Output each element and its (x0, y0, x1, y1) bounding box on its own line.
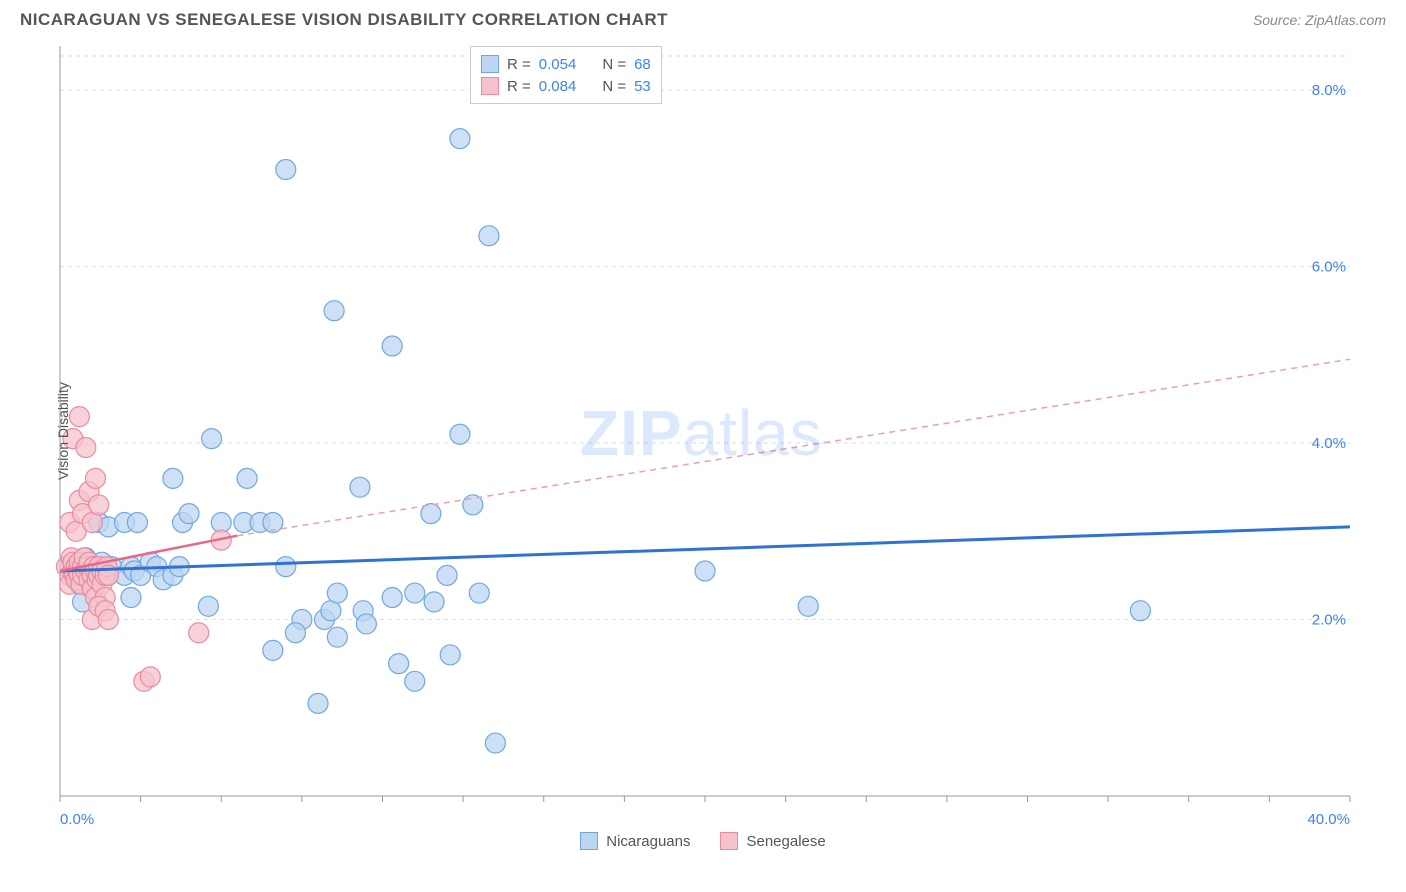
data-point (89, 495, 109, 515)
chart-area: Vision Disability 2.0% 4.0% 6.0% 8.0% 0.0% 40… (20, 36, 1386, 826)
data-point (440, 645, 460, 665)
data-point (798, 596, 818, 616)
data-point (405, 671, 425, 691)
data-point (405, 583, 425, 603)
data-point (424, 592, 444, 612)
data-point (327, 627, 347, 647)
y-tick-label: 4.0% (1312, 435, 1346, 452)
x-min-label: 0.0% (60, 811, 94, 826)
trend-line-extrapolated (237, 359, 1350, 535)
chart-source: Source: ZipAtlas.com (1253, 12, 1386, 28)
stats-r-value: 0.054 (539, 56, 577, 73)
y-tick-label: 2.0% (1312, 612, 1346, 629)
stats-n-value: 53 (634, 78, 651, 95)
data-point (308, 693, 328, 713)
stats-row: R = 0.084 N = 53 (481, 75, 651, 97)
stats-n-value: 68 (634, 56, 651, 73)
data-point (121, 587, 141, 607)
data-point (163, 468, 183, 488)
legend-item: Nicaraguans (580, 832, 690, 850)
data-point (285, 623, 305, 643)
data-point (485, 733, 505, 753)
data-point (382, 587, 402, 607)
legend: Nicaraguans Senegalese (0, 832, 1406, 850)
data-point (350, 477, 370, 497)
data-point (263, 640, 283, 660)
y-axis-label: Vision Disability (55, 382, 71, 480)
stats-r-value: 0.084 (539, 78, 577, 95)
chart-header: NICARAGUAN VS SENEGALESE VISION DISABILI… (0, 0, 1406, 36)
data-point (198, 596, 218, 616)
stats-n-label: N = (602, 56, 626, 73)
stats-swatch (481, 77, 499, 95)
data-point (140, 667, 160, 687)
data-point (189, 623, 209, 643)
stats-r-label: R = (507, 78, 531, 95)
y-tick-label: 8.0% (1312, 82, 1346, 99)
correlation-stats-box: R = 0.054 N = 68 R = 0.084 N = 53 (470, 46, 662, 104)
data-point (179, 504, 199, 524)
data-point (127, 512, 147, 532)
data-point (98, 610, 118, 630)
y-tick-label: 6.0% (1312, 259, 1346, 276)
data-point (356, 614, 376, 634)
data-point (202, 429, 222, 449)
data-point (382, 336, 402, 356)
stats-row: R = 0.054 N = 68 (481, 53, 651, 75)
chart-title: NICARAGUAN VS SENEGALESE VISION DISABILI… (20, 10, 668, 30)
data-point (321, 601, 341, 621)
data-point (276, 160, 296, 180)
stats-swatch (481, 55, 499, 73)
data-point (85, 468, 105, 488)
legend-label: Senegalese (746, 833, 825, 850)
data-point (327, 583, 347, 603)
data-point (76, 437, 96, 457)
data-point (237, 468, 257, 488)
data-point (276, 557, 296, 577)
stats-n-label: N = (602, 78, 626, 95)
data-point (469, 583, 489, 603)
data-point (695, 561, 715, 581)
data-point (324, 301, 344, 321)
legend-item: Senegalese (720, 832, 825, 850)
data-point (479, 226, 499, 246)
data-point (450, 129, 470, 149)
data-point (211, 512, 231, 532)
data-point (437, 565, 457, 585)
legend-label: Nicaraguans (606, 833, 690, 850)
legend-swatch (580, 832, 598, 850)
x-max-label: 40.0% (1307, 811, 1350, 826)
data-point (82, 512, 102, 532)
legend-swatch (720, 832, 738, 850)
data-point (69, 407, 89, 427)
stats-r-label: R = (507, 56, 531, 73)
scatter-plot-svg: 2.0% 4.0% 6.0% 8.0% 0.0% 40.0% (20, 36, 1360, 826)
data-point (389, 654, 409, 674)
data-point (450, 424, 470, 444)
data-point (1130, 601, 1150, 621)
